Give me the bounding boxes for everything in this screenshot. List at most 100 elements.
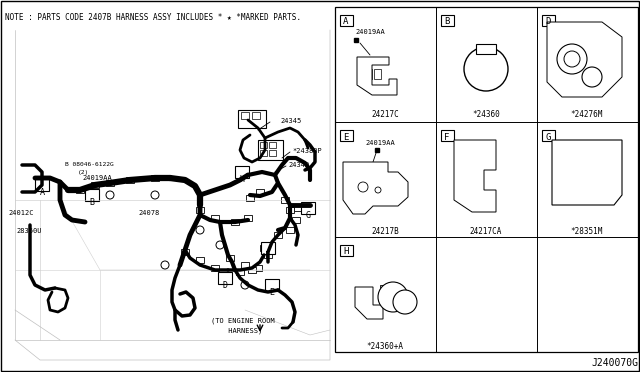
Bar bbox=[335, 7, 638, 352]
Text: 24217B: 24217B bbox=[371, 227, 399, 236]
Polygon shape bbox=[552, 140, 622, 205]
Text: *24360+A: *24360+A bbox=[367, 342, 403, 351]
Bar bbox=[374, 69, 381, 79]
Bar bbox=[340, 245, 353, 256]
Bar bbox=[85, 189, 99, 201]
Bar bbox=[238, 110, 266, 128]
Text: E: E bbox=[343, 132, 349, 141]
Bar bbox=[457, 170, 469, 185]
Circle shape bbox=[216, 241, 224, 249]
Bar bbox=[235, 166, 249, 178]
Bar bbox=[441, 15, 454, 26]
Text: J240070G: J240070G bbox=[591, 358, 638, 368]
Polygon shape bbox=[547, 22, 622, 97]
Bar bbox=[557, 148, 572, 159]
Circle shape bbox=[582, 67, 602, 87]
Text: B: B bbox=[444, 17, 450, 26]
Bar bbox=[196, 257, 204, 263]
Bar bbox=[457, 150, 469, 165]
Bar bbox=[542, 130, 555, 141]
Bar bbox=[211, 265, 219, 271]
Text: A: A bbox=[40, 188, 45, 197]
Text: B: B bbox=[90, 198, 95, 207]
Text: *24360: *24360 bbox=[472, 110, 500, 119]
Text: E: E bbox=[269, 288, 275, 297]
Text: D: D bbox=[545, 17, 550, 26]
Circle shape bbox=[375, 187, 381, 193]
Bar bbox=[248, 267, 256, 273]
Text: 24019AA: 24019AA bbox=[355, 29, 385, 35]
Bar bbox=[91, 182, 99, 188]
Circle shape bbox=[151, 191, 159, 199]
Bar bbox=[258, 140, 283, 160]
Circle shape bbox=[557, 44, 587, 74]
Bar bbox=[393, 184, 401, 192]
Bar bbox=[597, 162, 612, 173]
Text: NOTE : PARTS CODE 2407B HARNESS ASSY INCLUDES * ★ *MARKED PARTS.: NOTE : PARTS CODE 2407B HARNESS ASSY INC… bbox=[5, 13, 301, 22]
Polygon shape bbox=[357, 57, 397, 95]
Text: F: F bbox=[266, 251, 271, 260]
Bar bbox=[211, 215, 219, 221]
Circle shape bbox=[358, 182, 368, 192]
Bar bbox=[218, 272, 232, 284]
Text: A: A bbox=[343, 17, 349, 26]
Bar bbox=[231, 219, 239, 225]
Bar bbox=[252, 112, 260, 119]
Bar bbox=[472, 172, 482, 184]
Bar bbox=[542, 15, 555, 26]
Text: G: G bbox=[545, 132, 550, 141]
Bar bbox=[151, 175, 159, 181]
Bar bbox=[557, 162, 572, 173]
Circle shape bbox=[161, 261, 169, 269]
Text: 24217C: 24217C bbox=[371, 110, 399, 119]
Text: B 08046-6122G: B 08046-6122G bbox=[65, 162, 114, 167]
Bar bbox=[264, 252, 272, 258]
Bar bbox=[181, 249, 189, 255]
Bar bbox=[361, 167, 369, 175]
Circle shape bbox=[241, 281, 249, 289]
Bar bbox=[577, 148, 592, 159]
Bar bbox=[597, 176, 612, 187]
Bar bbox=[301, 202, 315, 214]
Text: 24012C: 24012C bbox=[8, 210, 33, 216]
Text: (TO ENGINE ROOM: (TO ENGINE ROOM bbox=[211, 318, 275, 324]
Bar bbox=[269, 142, 276, 148]
Circle shape bbox=[393, 290, 417, 314]
Bar bbox=[35, 179, 49, 191]
Bar bbox=[579, 25, 594, 43]
Text: F: F bbox=[444, 132, 450, 141]
Bar bbox=[236, 269, 244, 275]
Text: D: D bbox=[223, 281, 227, 290]
Circle shape bbox=[564, 51, 580, 67]
Polygon shape bbox=[355, 287, 383, 319]
Bar bbox=[380, 285, 400, 295]
Bar bbox=[557, 176, 572, 187]
Bar bbox=[441, 130, 454, 141]
Text: HARNESS): HARNESS) bbox=[224, 328, 262, 334]
Text: *24380P: *24380P bbox=[292, 148, 322, 154]
Bar bbox=[597, 190, 612, 201]
Bar bbox=[241, 112, 249, 119]
Bar bbox=[577, 162, 592, 173]
Bar bbox=[260, 142, 267, 148]
Bar bbox=[246, 195, 254, 201]
Bar bbox=[281, 197, 289, 203]
Bar bbox=[126, 177, 134, 183]
Bar bbox=[261, 242, 275, 254]
Bar bbox=[106, 180, 114, 186]
Bar bbox=[555, 25, 573, 47]
Bar bbox=[286, 227, 294, 233]
Text: 24019AA: 24019AA bbox=[82, 175, 112, 181]
Text: 24345: 24345 bbox=[280, 118, 301, 124]
Circle shape bbox=[378, 282, 408, 312]
Bar bbox=[196, 207, 204, 213]
Text: H: H bbox=[239, 175, 244, 184]
Bar bbox=[265, 279, 279, 291]
Bar bbox=[557, 190, 572, 201]
Bar bbox=[597, 148, 612, 159]
Bar bbox=[577, 190, 592, 201]
Bar bbox=[260, 245, 268, 251]
Polygon shape bbox=[454, 140, 496, 212]
Polygon shape bbox=[476, 44, 496, 54]
Text: (2): (2) bbox=[78, 170, 89, 175]
